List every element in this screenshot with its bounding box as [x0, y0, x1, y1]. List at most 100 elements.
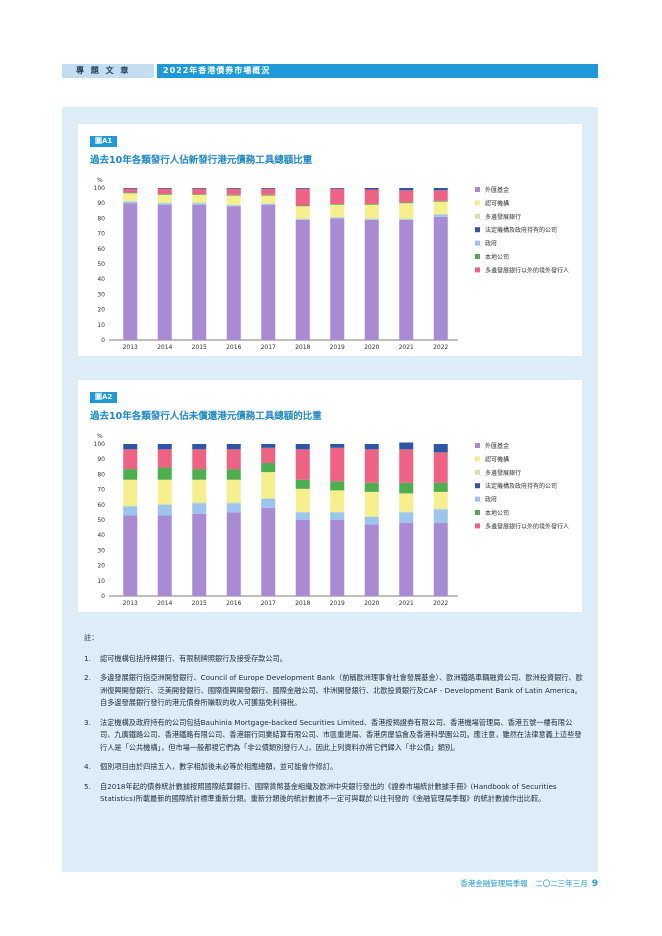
bar-segment — [157, 202, 172, 204]
y-tick-label: 60 — [97, 246, 105, 253]
y-tick-label: 0 — [101, 593, 105, 600]
bar-segment — [330, 217, 345, 219]
bar-segment — [295, 219, 310, 220]
bar-segment — [364, 203, 379, 205]
y-tick-label: 20 — [97, 563, 105, 570]
bar-segment — [192, 513, 207, 596]
legend-swatch — [475, 496, 480, 502]
bar-segment — [433, 482, 448, 492]
bar-segment — [295, 449, 310, 480]
bar-segment — [399, 493, 414, 512]
chart-title-a2: 過去10年各類發行人佔未償還港元債務工具總額的比重 — [90, 411, 322, 422]
chart-title-a1: 過去10年各類發行人佔新發行港元債務工具總額比重 — [90, 155, 313, 166]
section-label: 專 題 文 章 — [62, 64, 154, 78]
x-tick-label: 2016 — [226, 600, 241, 607]
bar-segment — [433, 523, 448, 596]
bar-segment — [157, 188, 172, 195]
bar-segment — [226, 444, 241, 450]
bar-segment — [295, 511, 310, 513]
bar-segment — [295, 479, 310, 489]
bar-segment — [192, 469, 207, 480]
bar-segment — [261, 498, 276, 508]
legend-swatch — [475, 227, 480, 233]
legend-swatch — [475, 510, 480, 515]
bar-segment — [157, 194, 172, 203]
bar-segment — [226, 206, 241, 340]
x-tick-label: 2022 — [433, 600, 448, 607]
bar-segment — [192, 449, 207, 470]
y-tick-label: 100 — [94, 185, 106, 192]
bar-segment — [399, 219, 414, 340]
bar-segment — [226, 188, 241, 195]
y-tick-label: 70 — [97, 231, 105, 238]
y-axis-unit: % — [97, 177, 103, 184]
bar-segment — [261, 497, 276, 499]
legend-label: 外匯基金 — [485, 442, 509, 450]
chart-card-a2: 圖A2 過去10年各類發行人佔未償還港元債務工具總額的比重 % 0 10 20 30 40… — [78, 380, 582, 612]
bar-segment — [192, 188, 207, 189]
y-tick-label: 10 — [97, 578, 105, 585]
bar-segment — [192, 194, 207, 203]
bar-segment — [295, 488, 310, 512]
legend-label: 多邊發展銀行以外的境外發行人 — [485, 522, 569, 530]
bar-segment — [157, 504, 172, 505]
bar-segment — [192, 194, 207, 195]
note-item: 1. 認可機構包括持牌銀行、有限制牌照銀行及接受存款公司。 — [84, 653, 584, 666]
y-tick-label: 20 — [97, 307, 105, 314]
bar-segment — [364, 218, 379, 220]
bar-segment — [226, 449, 241, 470]
bar-segment — [192, 202, 207, 204]
bar-segment — [364, 491, 379, 517]
bar-segment — [123, 505, 138, 507]
bar-segment — [157, 188, 172, 189]
note-text: 多邊發展銀行指亞洲開發銀行、Council of Europe Developm… — [100, 673, 583, 707]
bar-segment — [330, 444, 345, 448]
note-item: 3. 法定機構及政府持有的公司包括Bauhinia Mortgage-backed… — [84, 717, 584, 755]
bar-segment — [261, 444, 276, 448]
bar-segment — [330, 511, 345, 513]
bar-segment — [433, 200, 448, 202]
legend-label: 多邊發展銀行 — [485, 213, 521, 221]
bar-segment — [295, 512, 310, 520]
bar-segment — [226, 502, 241, 504]
page-number: 9 — [591, 879, 598, 889]
bar-segment — [295, 206, 310, 219]
x-tick-label: 2021 — [399, 344, 414, 351]
note-number: 2. — [84, 673, 91, 682]
bar-segment — [157, 449, 172, 468]
footer-publication: 香港金融管理局季報 二〇二三年三月 — [460, 879, 588, 888]
legend-swatch — [475, 213, 480, 219]
bar-segment — [399, 188, 414, 191]
bar-segment — [226, 479, 241, 503]
bar-segment — [433, 444, 448, 453]
legend-swatch — [475, 187, 480, 192]
chart-a1: % 0 10 20 30 40 50 60 70 80 90 100 2013 2014 2015 2016 2… — [94, 177, 569, 351]
bar-segment — [399, 203, 414, 219]
bar-segment — [261, 194, 276, 196]
bar-segment — [364, 219, 379, 340]
y-tick-label: 30 — [97, 547, 105, 554]
chart-card-a1: 圖A1 過去10年各類發行人佔新發行港元債務工具總額比重 % 0 10 20 30 40 5… — [78, 124, 582, 356]
legend-label: 多邊發展銀行以外的境外發行人 — [485, 266, 569, 274]
bar-segment — [433, 201, 448, 214]
bar-segment — [330, 216, 345, 218]
bar-segment — [261, 463, 276, 473]
note-number: 4. — [84, 762, 91, 771]
bar-segment — [295, 444, 310, 450]
legend-label: 政府 — [485, 240, 497, 248]
bar-segment — [123, 192, 138, 194]
bar-segment — [157, 467, 172, 480]
bar-segment — [399, 218, 414, 220]
bar-segment — [399, 449, 414, 483]
bar-segment — [192, 479, 207, 503]
legend-swatch — [475, 200, 480, 206]
bar-segment — [226, 194, 241, 196]
bar-segment — [330, 447, 345, 482]
x-tick-label: 2014 — [157, 600, 172, 607]
bar-segment — [433, 491, 448, 509]
bar-segment — [123, 193, 138, 201]
bar-segment — [433, 216, 448, 340]
bar-segment — [123, 200, 138, 202]
bar-segment — [330, 490, 345, 512]
bar-segment — [433, 452, 448, 483]
